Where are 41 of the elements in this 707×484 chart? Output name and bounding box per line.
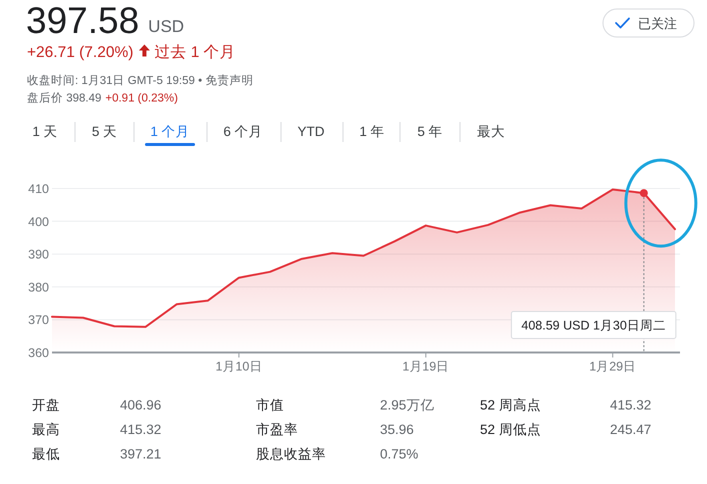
text: 已关注: [638, 16, 677, 31]
annotation: 408.59 USD 1月30日周二: [521, 318, 666, 332]
text: 2.95万亿: [380, 398, 434, 412]
y-tick-label: 410: [28, 182, 50, 196]
text: 406.96: [120, 398, 162, 412]
text: 市盈率: [256, 422, 298, 437]
text: 415.32: [120, 422, 162, 437]
text: 245.47: [610, 422, 652, 437]
x-tick-label: 1月10日: [215, 360, 262, 374]
text: 5 天: [92, 124, 118, 139]
text: 1 天: [32, 124, 58, 139]
text: YTD: [298, 124, 325, 139]
text: 415.32: [610, 398, 652, 412]
y-tick-label: 370: [28, 313, 50, 328]
x-tick-label: 1月29日: [589, 360, 636, 374]
text: 最大: [477, 124, 505, 139]
text: 市值: [256, 398, 284, 412]
y-tick-label: 390: [28, 248, 50, 262]
text: +0.91 (0.23%): [105, 92, 178, 104]
text: 52 周高点: [480, 398, 541, 412]
text: 最低: [32, 446, 60, 462]
text: 397.21: [120, 446, 162, 462]
chart-title: 397.58 USD: [26, 0, 184, 41]
x-tick-label: 1月19日: [402, 360, 450, 374]
y-tick-label: 380: [28, 280, 50, 294]
y-tick-label: 360: [28, 346, 50, 360]
text: 5 年: [417, 124, 443, 139]
text: 盘后价 398.49: [27, 92, 102, 104]
text: 最高: [32, 422, 60, 437]
text: 0.75%: [380, 446, 418, 462]
text: 52 周低点: [480, 422, 541, 437]
text: 35.96: [380, 422, 414, 437]
text: 开盘: [32, 398, 60, 412]
text: 1 年: [359, 124, 385, 139]
text: +26.71 (7.20%): [27, 44, 134, 61]
text: 6 个月: [223, 124, 263, 139]
text: 过去 1 个月: [154, 43, 236, 61]
y-tick-label: 400: [28, 214, 50, 229]
text: 股息收益率: [256, 446, 326, 462]
text: 1 个月: [150, 124, 190, 139]
text: 收盘时间: 1月31日 GMT-5 19:59 • 免责声明: [27, 74, 254, 87]
